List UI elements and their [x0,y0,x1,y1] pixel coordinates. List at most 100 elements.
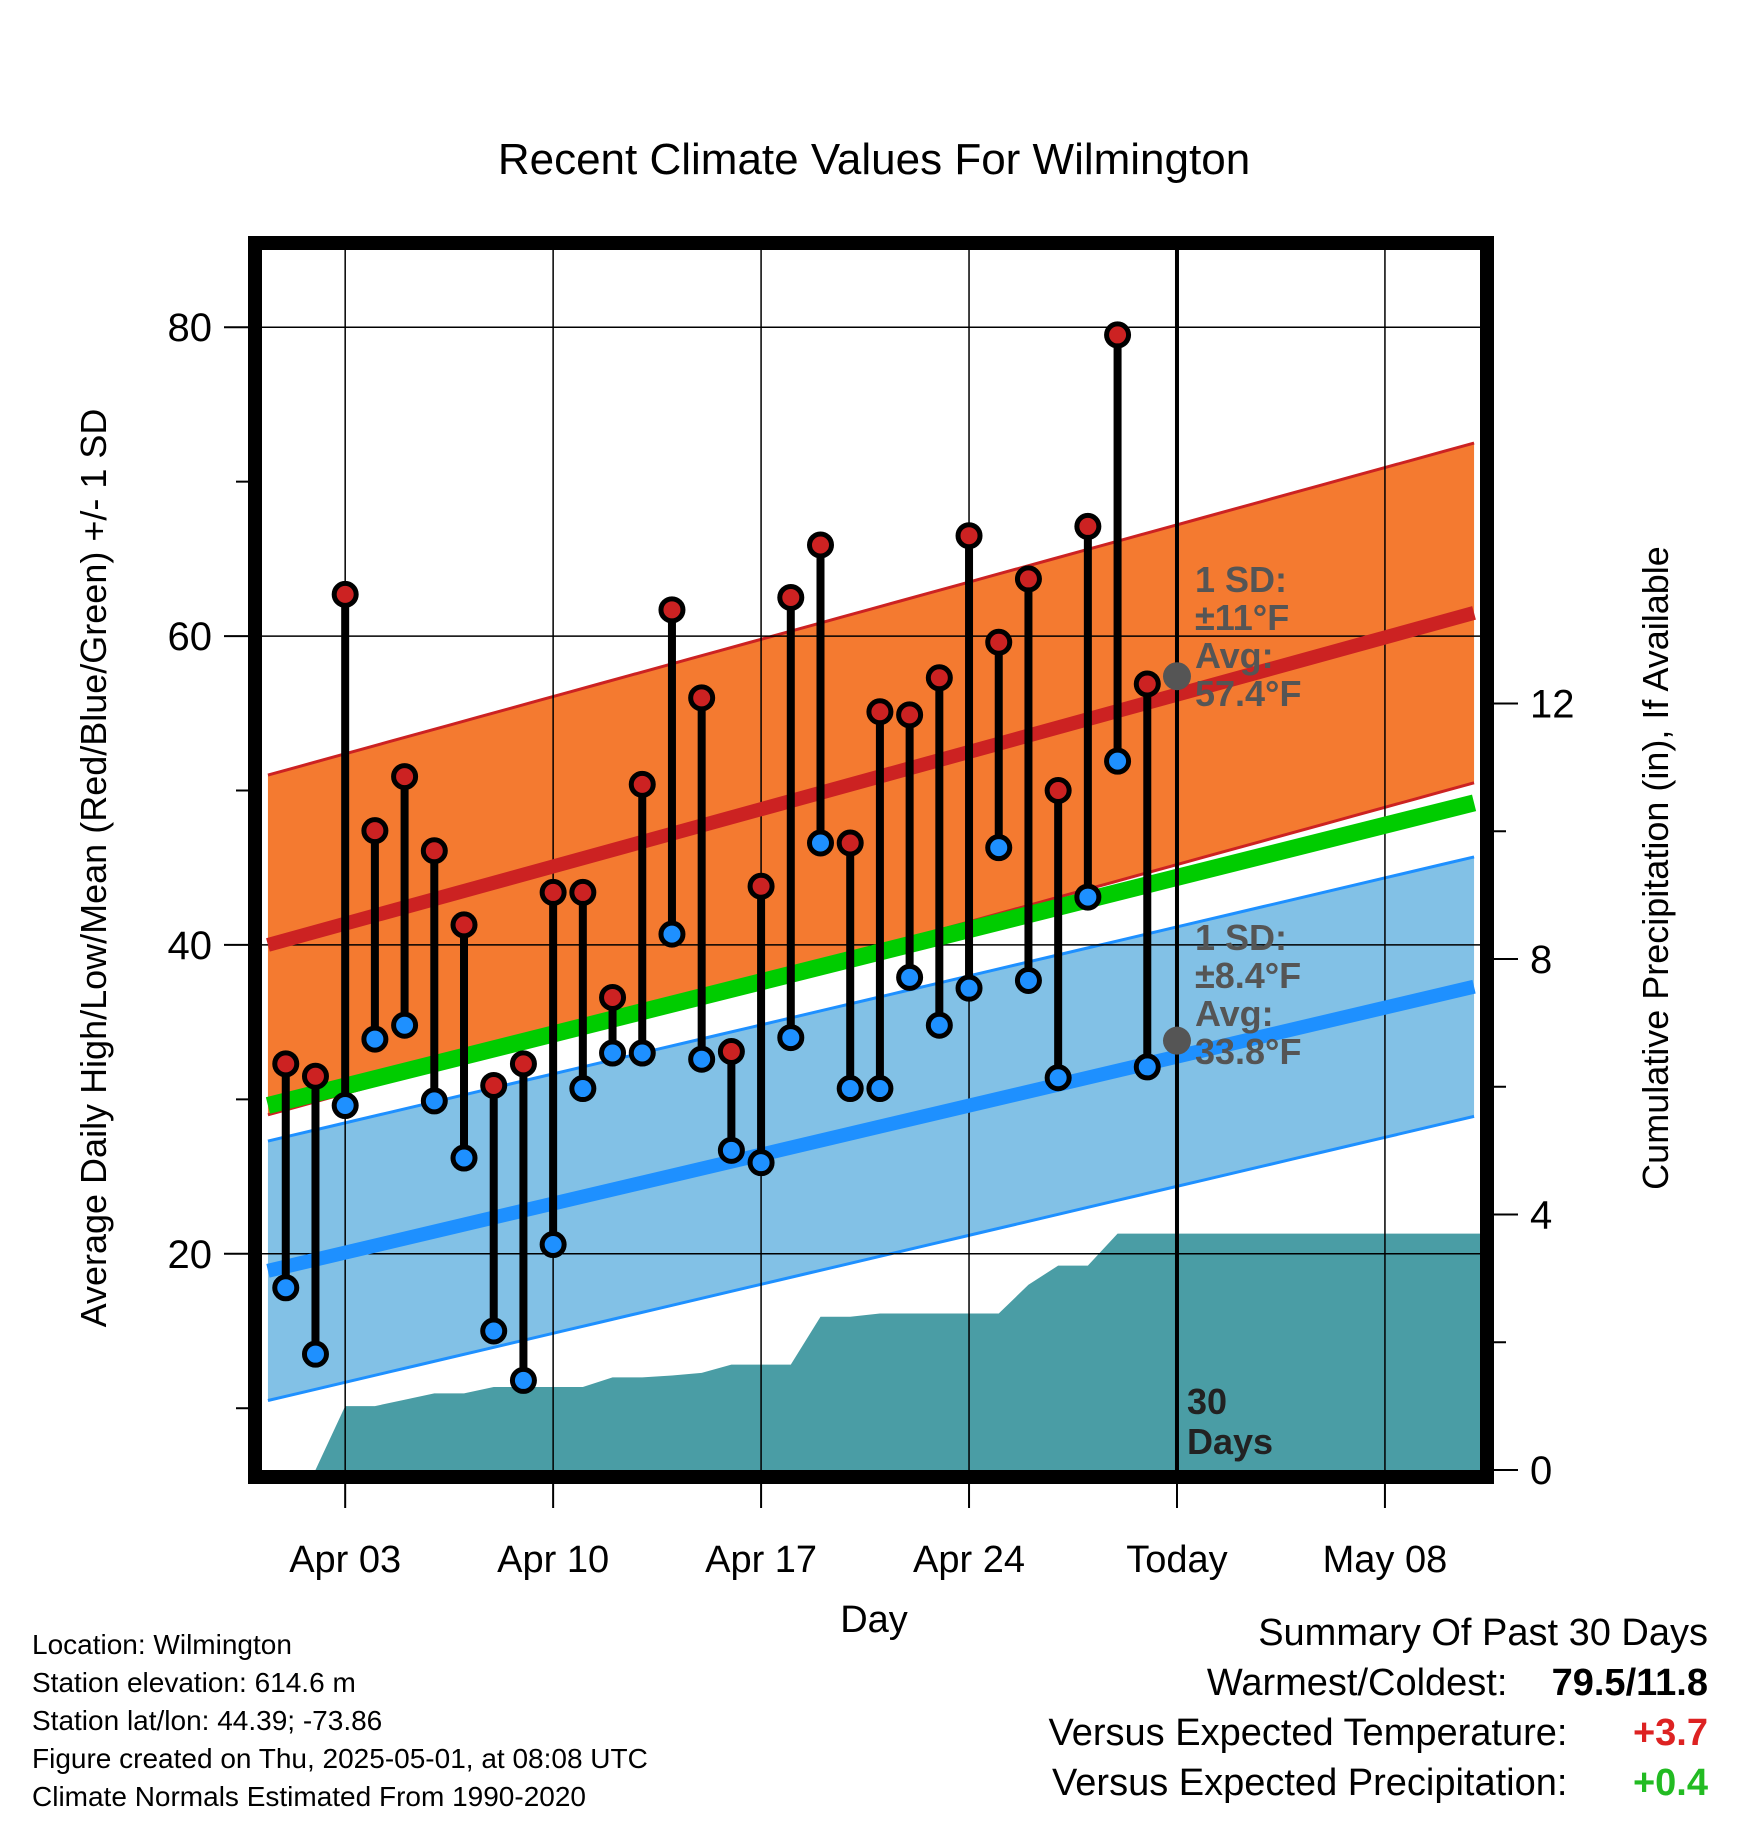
high-point-5 [391,763,419,791]
low-point-4 [361,1025,389,1053]
low-point-15 [688,1045,716,1073]
high-point-24 [955,522,983,550]
elevation-text: Station elevation: 614.6 m [32,1667,356,1698]
high-point-20 [836,829,864,857]
low-point-8 [480,1317,508,1345]
high-point-19 [806,531,834,559]
y2-tick-label-3: 12 [1530,683,1575,727]
high-point-11 [569,878,597,906]
high-point-9 [509,1050,537,1078]
low-point-13 [628,1039,656,1067]
warm-cold-label: Warmest/Coldest: [1206,1662,1508,1704]
summary-warm-cold: Warmest/Coldest: 79.5/11.8 [1049,1658,1708,1708]
high-point-21 [866,698,894,726]
low-point-7 [450,1144,478,1172]
y-tick-label-2: 60 [168,615,213,659]
low-point-30 [1133,1053,1161,1081]
y-tick-label-1: 40 [168,924,213,968]
low-point-24 [955,974,983,1002]
plot-area: 1 SD: ±11°F Avg: 57.4°F1 SD: ±8.4°F Avg: 33.8°… [168,236,1575,1581]
high-point-25 [985,628,1013,656]
low-point-18 [777,1024,805,1052]
low-point-25 [985,834,1013,862]
high-point-27 [1044,777,1072,805]
summary-temp: Versus Expected Temperature: +3.7 [1049,1708,1708,1758]
high-sd-annotation-line-1: 1 SD: [1195,559,1287,600]
x-axis-label: Day [840,1599,908,1641]
created-text: Figure created on Thu, 2025-05-01, at 08… [32,1743,648,1774]
low-sd-annotation-line-4: 33.8°F [1195,1031,1301,1072]
low-point-17 [747,1149,775,1177]
low-point-2 [301,1340,329,1368]
days-label-line-1: 30 [1187,1381,1227,1422]
low-point-1 [272,1274,300,1302]
high-point-3 [331,580,359,608]
precip-value: +0.4 [1632,1762,1708,1804]
plot-content: 1 SD: ±11°F Avg: 57.4°F1 SD: ±8.4°F Avg: 33.8°… [262,250,1480,1470]
precip-label: Versus Expected Precipitation: [1052,1762,1568,1804]
today-avg-low-marker [1162,1026,1191,1055]
high-point-30 [1133,670,1161,698]
summary-precip: Versus Expected Precipitation: +0.4 [1049,1758,1708,1808]
low-point-6 [420,1087,448,1115]
high-point-29 [1104,321,1132,349]
temp-value: +3.7 [1632,1712,1708,1754]
plot-frame [248,236,1494,1484]
high-point-28 [1074,512,1102,540]
high-point-17 [747,872,775,900]
x-tick-label-5: May 08 [1323,1539,1448,1581]
low-point-22 [896,963,924,991]
high-point-22 [896,701,924,729]
high-sd-annotation-line-3: Avg: [1195,635,1274,676]
high-point-12 [599,983,627,1011]
normal-low-band-upper-edge [267,855,1475,1143]
high-point-16 [717,1037,745,1065]
normal-high-line [266,606,1476,952]
low-point-19 [806,829,834,857]
high-point-7 [450,911,478,939]
precipitation-area [285,1233,1480,1470]
y-tick-label-3: 80 [168,306,213,350]
high-point-2 [301,1062,329,1090]
high-point-8 [480,1071,508,1099]
high-point-14 [658,596,686,624]
days-label: 30 Days [1187,1381,1273,1462]
x-tick-label-0: Apr 03 [289,1539,401,1581]
low-sd-annotation-line-3: Avg: [1195,993,1274,1034]
normal-low-band-lower-edge [267,1114,1475,1402]
temp-label: Versus Expected Temperature: [1048,1712,1568,1754]
low-point-21 [866,1075,894,1103]
high-point-1 [272,1050,300,1078]
high-point-15 [688,684,716,712]
high-point-10 [539,878,567,906]
low-sd-annotation-line-2: ±8.4°F [1195,955,1301,996]
normal-low-line [266,979,1476,1278]
low-point-28 [1074,883,1102,911]
high-sd-annotation: 1 SD: ±11°F Avg: 57.4°F [1195,559,1301,714]
x-tick-label-3: Apr 24 [913,1539,1025,1581]
summary-title: Summary Of Past 30 Days [1258,1612,1708,1654]
high-point-4 [361,817,389,845]
low-point-23 [925,1011,953,1039]
low-point-20 [836,1075,864,1103]
y2-tick-label-2: 8 [1530,938,1552,982]
high-point-23 [925,664,953,692]
low-sd-annotation: 1 SD: ±8.4°F Avg: 33.8°F [1195,917,1301,1072]
low-point-12 [599,1039,627,1067]
high-point-18 [777,583,805,611]
high-sd-annotation-line-2: ±11°F [1195,597,1289,638]
y-axis-label: Average Daily High/Low/Mean (Red/Blue/Gr… [73,409,114,1328]
low-point-9 [509,1366,537,1394]
normal-mean-line [265,794,1477,1114]
x-tick-label-1: Apr 10 [497,1539,609,1581]
station-info: Location: Wilmington Station elevation: … [32,1626,648,1816]
low-sd-annotation-line-1: 1 SD: [1195,917,1287,958]
low-point-5 [391,1011,419,1039]
today-avg-high-marker [1162,662,1191,691]
summary-panel: Summary Of Past 30 Days Warmest/Coldest:… [1049,1608,1708,1808]
high-point-13 [628,770,656,798]
latlon-text: Station lat/lon: 44.39; -73.86 [32,1705,383,1736]
low-point-26 [1014,966,1042,994]
x-tick-label-2: Apr 17 [705,1539,817,1581]
